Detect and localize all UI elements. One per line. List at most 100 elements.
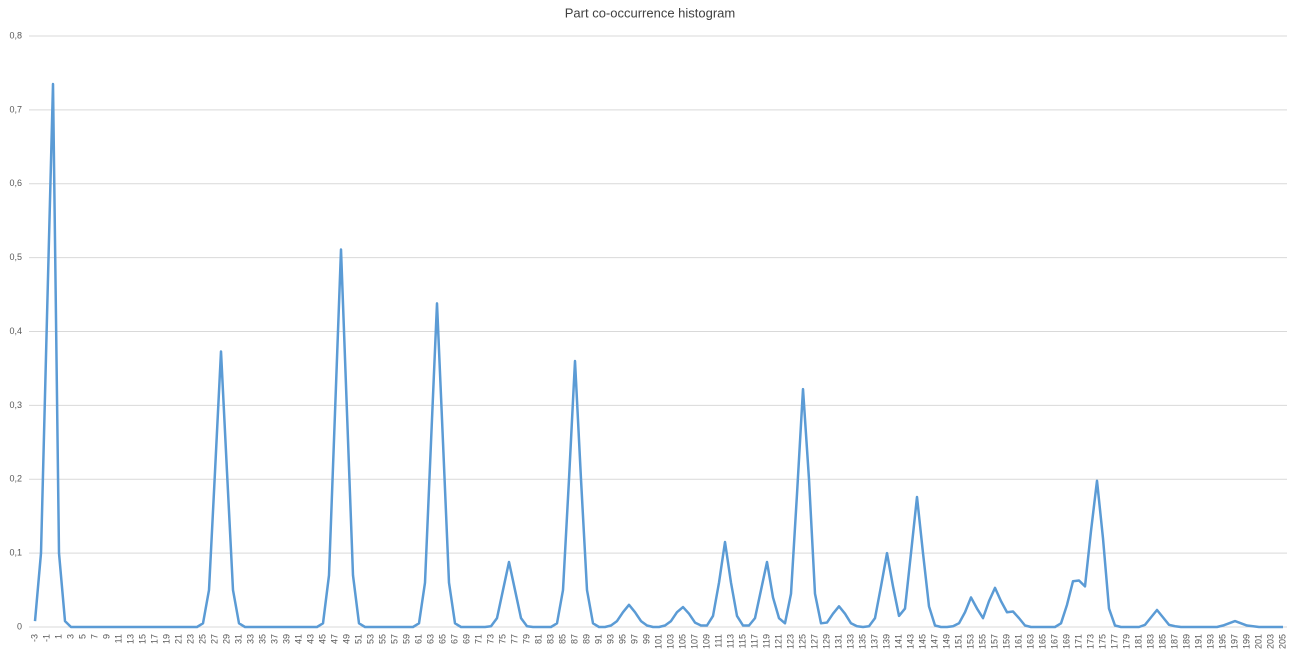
x-tick-label: 69 bbox=[461, 634, 471, 644]
x-tick-label: 165 bbox=[1037, 634, 1047, 649]
x-tick-label: 95 bbox=[617, 634, 627, 644]
x-tick-label: 79 bbox=[521, 634, 531, 644]
x-tick-label: 121 bbox=[773, 634, 783, 649]
x-tick-label: 11 bbox=[113, 634, 123, 643]
x-tick-label: 177 bbox=[1109, 634, 1119, 649]
x-tick-label: 141 bbox=[893, 634, 903, 649]
x-tick-label: 25 bbox=[197, 634, 207, 644]
x-tick-label: 195 bbox=[1217, 634, 1227, 649]
data-line bbox=[33, 82, 1283, 629]
x-tick-label: 65 bbox=[437, 634, 447, 644]
x-tick-label: 53 bbox=[365, 634, 375, 644]
x-tick-label: 175 bbox=[1097, 634, 1107, 649]
x-tick-label: 203 bbox=[1265, 634, 1275, 649]
x-tick-label: 151 bbox=[953, 634, 963, 649]
x-tick-label: 167 bbox=[1049, 634, 1059, 649]
x-tick-label: 75 bbox=[497, 634, 507, 644]
x-tick-label: 113 bbox=[725, 634, 735, 648]
x-tick-label: 147 bbox=[929, 634, 939, 649]
x-tick-label: 39 bbox=[281, 634, 291, 644]
y-tick-label: 0,2 bbox=[9, 474, 22, 484]
x-tick-label: 127 bbox=[809, 634, 819, 649]
x-tick-label: 47 bbox=[329, 634, 339, 644]
x-tick-label: 187 bbox=[1169, 634, 1179, 649]
x-tick-label: 103 bbox=[665, 634, 675, 649]
x-tick-label: 135 bbox=[857, 634, 867, 649]
x-tick-label: 85 bbox=[557, 634, 567, 644]
x-tick-label: 97 bbox=[629, 634, 639, 644]
x-tick-label: 115 bbox=[737, 634, 747, 648]
x-tick-label: 67 bbox=[449, 634, 459, 644]
x-tick-label: 19 bbox=[161, 634, 171, 644]
x-tick-label: 71 bbox=[473, 634, 483, 644]
x-tick-label: 163 bbox=[1025, 634, 1035, 649]
x-tick-label: 17 bbox=[149, 634, 159, 644]
x-tick-label: 59 bbox=[401, 634, 411, 644]
x-tick-label: 173 bbox=[1085, 634, 1095, 649]
x-tick-label: 37 bbox=[269, 634, 279, 644]
x-tick-label: 149 bbox=[941, 634, 951, 649]
y-tick-label: 0,7 bbox=[9, 104, 22, 114]
x-tick-label: 33 bbox=[245, 634, 255, 644]
x-tick-label: 105 bbox=[677, 634, 687, 649]
x-tick-label: 101 bbox=[653, 634, 663, 649]
x-tick-label: 199 bbox=[1241, 634, 1251, 649]
y-tick-label: 0,3 bbox=[9, 400, 22, 410]
x-tick-label: 99 bbox=[641, 634, 651, 644]
x-tick-label: 161 bbox=[1013, 634, 1023, 649]
y-tick-label: 0,8 bbox=[9, 30, 22, 40]
x-tick-label: 9 bbox=[101, 634, 111, 639]
x-tick-label: 157 bbox=[989, 634, 999, 649]
x-tick-label: 153 bbox=[965, 634, 975, 649]
x-tick-label: 31 bbox=[233, 634, 243, 644]
x-tick-label: 73 bbox=[485, 634, 495, 644]
x-tick-label: 107 bbox=[689, 634, 699, 649]
x-tick-label: 133 bbox=[845, 634, 855, 649]
x-tick-label: 57 bbox=[389, 634, 399, 644]
x-tick-label: 7 bbox=[89, 634, 99, 639]
x-tick-label: 51 bbox=[353, 634, 363, 644]
x-tick-label: 143 bbox=[905, 634, 915, 649]
x-tick-label: 129 bbox=[821, 634, 831, 649]
chart-title: Part co-occurrence histogram bbox=[565, 5, 736, 20]
x-tick-label: 77 bbox=[509, 634, 519, 644]
x-tick-label: 13 bbox=[125, 634, 135, 644]
x-tick-label: 181 bbox=[1133, 634, 1143, 649]
x-tick-label: 91 bbox=[593, 634, 603, 644]
x-tick-label: 145 bbox=[917, 634, 927, 649]
y-tick-label: 0,5 bbox=[9, 252, 22, 262]
x-tick-label: 21 bbox=[173, 634, 183, 644]
x-tick-label: 61 bbox=[413, 634, 423, 644]
x-tick-label: 35 bbox=[257, 634, 267, 644]
x-tick-label: 41 bbox=[293, 634, 303, 644]
x-tick-label: 201 bbox=[1253, 634, 1263, 649]
x-tick-label: 29 bbox=[221, 634, 231, 644]
x-tick-label: 123 bbox=[785, 634, 795, 649]
x-tick-label: 81 bbox=[533, 634, 543, 644]
x-tick-label: 131 bbox=[833, 634, 843, 649]
y-tick-label: 0,4 bbox=[9, 326, 22, 336]
x-tick-label: 183 bbox=[1145, 634, 1155, 649]
x-tick-label: 125 bbox=[797, 634, 807, 649]
x-tick-label: 197 bbox=[1229, 634, 1239, 649]
x-tick-label: 23 bbox=[185, 634, 195, 644]
x-tick-label: 119 bbox=[761, 634, 771, 648]
x-tick-label: 27 bbox=[209, 634, 219, 644]
x-tick-label: 1 bbox=[53, 634, 63, 639]
x-tick-label: -1 bbox=[41, 634, 51, 642]
x-tick-label: 159 bbox=[1001, 634, 1011, 649]
x-tick-label: 43 bbox=[305, 634, 315, 644]
y-tick-label: 0,1 bbox=[9, 548, 22, 558]
x-tick-label: 205 bbox=[1277, 634, 1287, 649]
x-tick-label: 55 bbox=[377, 634, 387, 644]
x-tick-label: 117 bbox=[749, 634, 759, 648]
x-tick-label: 171 bbox=[1073, 634, 1083, 649]
x-tick-label: 169 bbox=[1061, 634, 1071, 649]
x-tick-label: 15 bbox=[137, 634, 147, 644]
y-tick-label: 0 bbox=[17, 621, 22, 631]
x-tick-label: 193 bbox=[1205, 634, 1215, 649]
x-tick-label: 179 bbox=[1121, 634, 1131, 649]
x-tick-label: 109 bbox=[701, 634, 711, 649]
